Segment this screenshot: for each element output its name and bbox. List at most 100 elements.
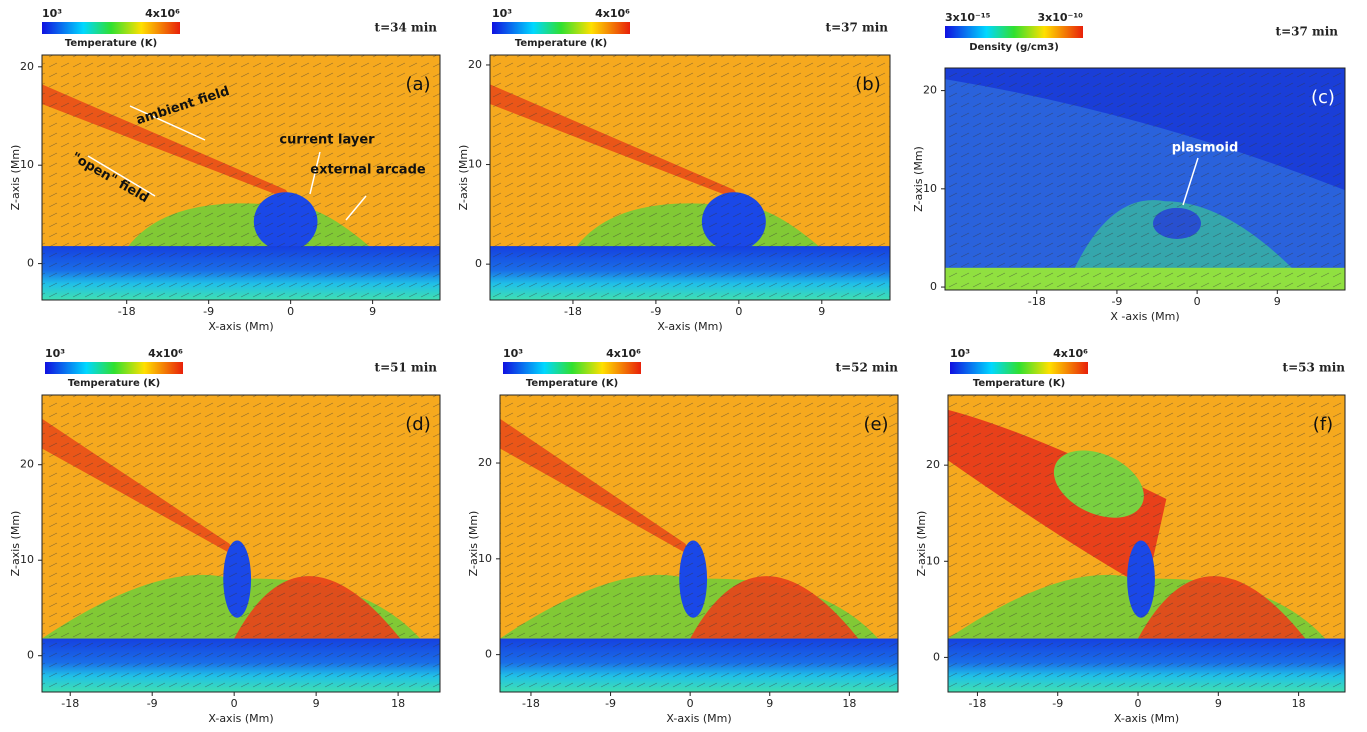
colorbar-title: Temperature (K) — [526, 378, 618, 389]
y-tick-label: 20 — [923, 84, 937, 97]
x-tick-label: -18 — [118, 305, 136, 318]
panel: -18 -9 0 9 0 10 20 X -axis (Mm) Z-axis (Mm) (c) 3x… — [912, 11, 1346, 323]
panel-label: (b) — [855, 74, 880, 95]
x-tick-label: -18 — [522, 697, 540, 710]
colorbar — [503, 362, 641, 374]
colorbar-title: Temperature (K) — [65, 38, 157, 49]
x-tick-label: -18 — [61, 697, 79, 710]
plot-frame — [947, 394, 1346, 693]
annotation-arrow — [1182, 157, 1199, 206]
x-tick-label: -9 — [1111, 295, 1122, 308]
x-tick-label: 0 — [687, 697, 694, 710]
x-tick-label: 9 — [818, 305, 825, 318]
x-tick-label: 9 — [313, 697, 320, 710]
y-tick-label: 10 — [468, 158, 482, 171]
panel-label: (c) — [1311, 87, 1335, 108]
colorbar-min: 10³ — [42, 7, 62, 20]
y-tick-label: 10 — [923, 182, 937, 195]
annotation-arrow — [129, 105, 206, 141]
x-axis-label: X-axis (Mm) — [1114, 712, 1179, 725]
x-axis-label: X-axis (Mm) — [666, 712, 731, 725]
colorbar-min: 10³ — [950, 347, 970, 360]
y-tick-label: 0 — [930, 280, 937, 293]
panel: -18 -9 0 9 0 10 20 X-axis (Mm) Z-axis (Mm) (b) 10³… — [457, 7, 891, 333]
colorbar-max: 4x10⁶ — [606, 347, 641, 360]
panel-label: (a) — [405, 74, 430, 95]
heatmap — [42, 55, 440, 300]
panel-label: (d) — [405, 414, 430, 435]
annotation-arrow — [309, 151, 321, 195]
y-tick-label: 20 — [926, 458, 940, 471]
x-tick-label: 18 — [391, 697, 405, 710]
plot-frame — [499, 394, 899, 693]
x-tick-label: -9 — [1052, 697, 1063, 710]
colorbar — [945, 26, 1083, 38]
x-tick-label: -18 — [564, 305, 582, 318]
field-arrows — [948, 395, 1345, 692]
annotation-arrow — [87, 155, 156, 197]
y-axis-label: Z-axis (Mm) — [915, 511, 928, 577]
time-label: t=37 min — [1276, 25, 1339, 39]
y-tick-label: 20 — [20, 60, 34, 73]
colorbar-min: 10³ — [45, 347, 65, 360]
x-axis-label: X-axis (Mm) — [208, 712, 273, 725]
heatmap — [42, 395, 440, 692]
annotation-arrow — [345, 195, 367, 221]
colorbar-max: 4x10⁶ — [148, 347, 183, 360]
panel: -18 -9 0 9 18 0 10 20 X-axis (Mm) Z-axis (Mm) (f) 1… — [915, 347, 1346, 725]
panel-label: (e) — [863, 414, 888, 435]
colorbar-min: 10³ — [492, 7, 512, 20]
colorbar-max: 4x10⁶ — [595, 7, 630, 20]
x-tick-label: 9 — [1274, 295, 1281, 308]
y-axis-label: Z-axis (Mm) — [9, 145, 22, 211]
y-tick-label: 10 — [20, 158, 34, 171]
colorbar-min: 3x10⁻¹⁵ — [945, 11, 991, 24]
x-tick-label: -9 — [650, 305, 661, 318]
x-tick-label: -18 — [968, 697, 986, 710]
x-tick-label: -9 — [203, 305, 214, 318]
colorbar-title: Density (g/cm3) — [969, 42, 1059, 53]
y-tick-label: 10 — [926, 554, 940, 567]
y-tick-label: 20 — [20, 458, 34, 471]
time-label: t=52 min — [836, 361, 899, 375]
time-label: t=53 min — [1283, 361, 1346, 375]
plot-frame — [41, 394, 441, 693]
panel: -18 -9 0 9 18 0 10 20 X-axis (Mm) Z-axis (Mm) (e) 1… — [467, 347, 899, 725]
time-label: t=51 min — [375, 361, 438, 375]
y-axis-label: Z-axis (Mm) — [457, 145, 470, 211]
heatmap — [490, 55, 890, 300]
x-tick-label: -18 — [1028, 295, 1046, 308]
y-tick-label: 0 — [27, 257, 34, 270]
field-arrows — [490, 55, 890, 300]
colorbar-max: 4x10⁶ — [145, 7, 180, 20]
y-tick-label: 0 — [933, 650, 940, 663]
colorbar-title: Temperature (K) — [68, 378, 160, 389]
annotation: plasmoid — [1172, 141, 1239, 156]
colorbar-max: 4x10⁶ — [1053, 347, 1088, 360]
plot-frame — [41, 54, 441, 301]
colorbar — [492, 22, 630, 34]
x-axis-label: X-axis (Mm) — [208, 320, 273, 333]
field-arrows — [945, 68, 1345, 290]
annotation: current layer — [279, 133, 375, 148]
y-tick-label: 20 — [478, 456, 492, 469]
y-tick-label: 0 — [485, 648, 492, 661]
y-tick-label: 10 — [20, 553, 34, 566]
x-tick-label: 0 — [735, 305, 742, 318]
plot-frame — [944, 67, 1346, 291]
y-tick-label: 20 — [468, 58, 482, 71]
x-tick-label: 18 — [842, 697, 856, 710]
panel: -18 -9 0 9 0 10 20 X-axis (Mm) Z-axis (Mm) (a) 10³… — [9, 7, 441, 333]
x-tick-label: 18 — [1292, 697, 1306, 710]
plot-frame — [489, 54, 891, 301]
y-axis-label: Z-axis (Mm) — [9, 511, 22, 577]
colorbar-title: Temperature (K) — [515, 38, 607, 49]
field-arrows — [42, 395, 440, 692]
field-arrows — [500, 395, 898, 692]
x-tick-label: -9 — [147, 697, 158, 710]
x-tick-label: 0 — [1135, 697, 1142, 710]
panel: -18 -9 0 9 18 0 10 20 X-axis (Mm) Z-axis (Mm) (d) 1… — [9, 347, 441, 725]
x-tick-label: 0 — [287, 305, 294, 318]
x-tick-label: 0 — [1194, 295, 1201, 308]
annotation: external arcade — [310, 163, 426, 178]
